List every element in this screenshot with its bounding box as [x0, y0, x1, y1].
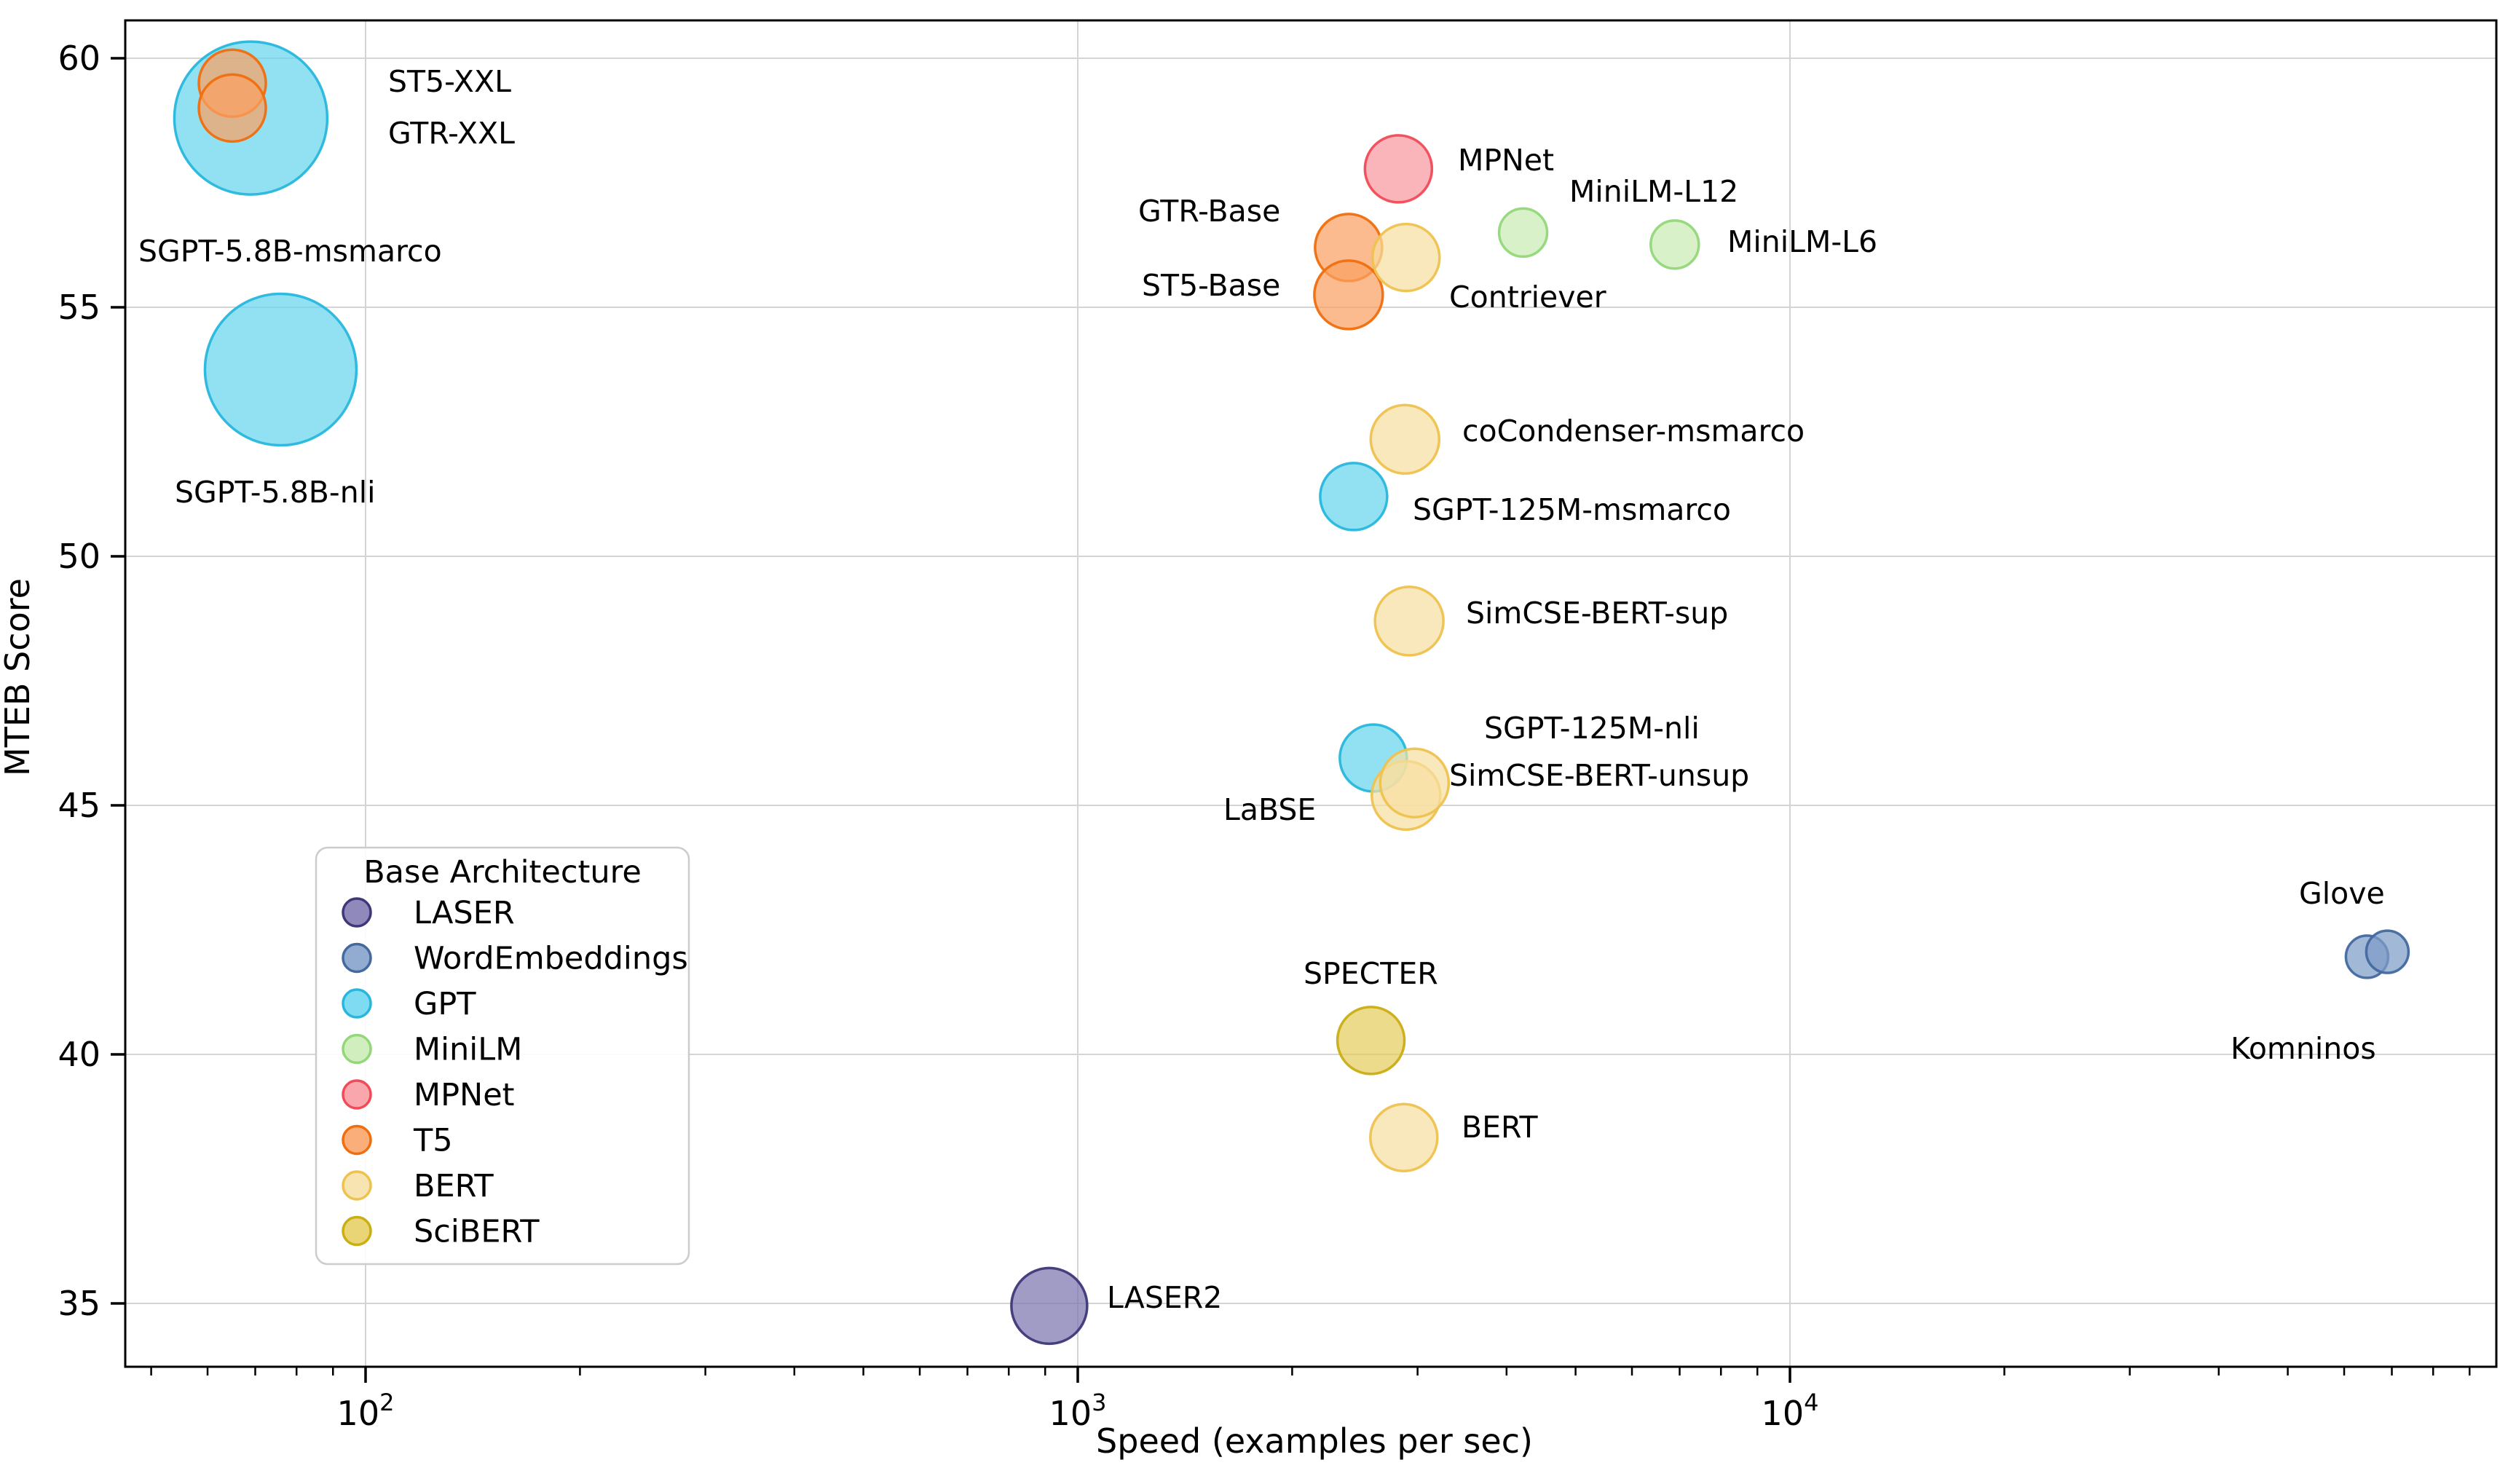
- legend-swatch-T5: [342, 1124, 372, 1156]
- legend-label-LASER: LASER: [414, 895, 515, 931]
- label-GTR-Base: GTR-Base: [1138, 194, 1280, 229]
- legend-label-WordEmbeddings: WordEmbeddings: [414, 941, 688, 977]
- legend-label-MiniLM: MiniLM: [414, 1032, 522, 1068]
- bubble-MiniLM-L12: [1497, 207, 1549, 258]
- x-axis-label: Speed (examples per sec): [1096, 1421, 1533, 1461]
- legend-swatch-LASER: [342, 897, 372, 928]
- label-MiniLM-L6: MiniLM-L6: [1727, 224, 1877, 259]
- bubble-LASER2: [1010, 1266, 1089, 1346]
- legend: Base Architecture LASER WordEmbeddings GPT M…: [315, 846, 690, 1266]
- x-tick-label: 102: [337, 1389, 395, 1433]
- bubble-SGPT-5.8B-nli: [203, 292, 358, 447]
- axis-label-layer: Speed (examples per sec) MTEB Score: [0, 578, 1533, 1461]
- label-Contriever: Contriever: [1449, 280, 1606, 315]
- bubble-ST5-Base: [1313, 259, 1384, 331]
- label-LASER2: LASER2: [1107, 1280, 1222, 1315]
- legend-label-SciBERT: SciBERT: [414, 1214, 540, 1250]
- label-SGPT-5.8B-nli: SGPT-5.8B-nli: [175, 475, 376, 510]
- bubble-BERT: [1369, 1102, 1439, 1172]
- y-tick-label: 60: [58, 39, 100, 78]
- legend-title: Base Architecture: [363, 854, 642, 891]
- label-ST5-XXL: ST5-XXL: [388, 64, 511, 99]
- legend-label-BERT: BERT: [414, 1168, 494, 1204]
- bubble-MiniLM-L6: [1649, 219, 1700, 270]
- y-tick-label: 55: [58, 288, 100, 327]
- y-tick-label: 50: [58, 537, 100, 576]
- legend-swatch-WordEmbeddings: [342, 942, 372, 974]
- legend-swatch-BERT: [342, 1170, 372, 1201]
- x-tick-label: 103: [1049, 1389, 1107, 1433]
- y-tick-label: 35: [58, 1284, 100, 1323]
- label-MiniLM-L12: MiniLM-L12: [1569, 174, 1738, 209]
- bubble-SimCSE-BERT-sup: [1373, 585, 1445, 657]
- label-Glove: Glove: [2299, 876, 2385, 911]
- y-tick-label: 45: [58, 786, 100, 825]
- bubble-SPECTER: [1336, 1006, 1406, 1075]
- label-SimCSE-BERT-unsup: SimCSE-BERT-unsup: [1449, 758, 1749, 793]
- label-BERT: BERT: [1462, 1110, 1539, 1145]
- legend-label-GPT: GPT: [414, 986, 476, 1022]
- x-tick-label: 104: [1762, 1389, 1819, 1433]
- plot-border: [124, 19, 2498, 1368]
- bubble-layer: [173, 40, 2410, 1346]
- legend-box: [315, 846, 690, 1266]
- bubble-Contriever: [1371, 222, 1441, 293]
- label-SimCSE-BERT-sup: SimCSE-BERT-sup: [1466, 596, 1728, 631]
- legend-swatch-SciBERT: [342, 1215, 372, 1247]
- label-ST5-Base: ST5-Base: [1142, 268, 1280, 303]
- label-Komninos: Komninos: [2231, 1031, 2376, 1066]
- label-SPECTER: SPECTER: [1304, 956, 1438, 991]
- label-SGPT-125M-nli: SGPT-125M-nli: [1484, 711, 1700, 746]
- legend-swatch-GPT: [342, 988, 372, 1019]
- label-coCondenser-msmarco: coCondenser-msmarco: [1462, 414, 1805, 449]
- bubble-SGPT-125M-msmarco: [1319, 462, 1389, 532]
- annotation-layer: SGPT-5.8B-msmarco SGPT-5.8B-nli ST5-XXL GTR…: [138, 64, 2385, 1315]
- bubble-MPNet: [1363, 134, 1434, 204]
- bubble-coCondenser-msmarco: [1369, 403, 1441, 475]
- y-tick-label: 40: [58, 1035, 100, 1074]
- tick-layer: 102 103 104 35 40 45 50 55 60: [58, 39, 2471, 1433]
- bubble-GTR-XXL: [197, 73, 267, 143]
- label-SGPT-5.8B-msmarco: SGPT-5.8B-msmarco: [138, 234, 442, 269]
- legend-label-MPNet: MPNet: [414, 1077, 515, 1113]
- label-LaBSE: LaBSE: [1223, 792, 1316, 827]
- legend-swatch-MPNet: [342, 1079, 372, 1110]
- legend-label-T5: T5: [413, 1123, 453, 1159]
- label-MPNet: MPNet: [1458, 143, 1554, 178]
- y-axis-label: MTEB Score: [0, 578, 37, 776]
- bubble-SimCSE-BERT-unsup: [1379, 747, 1451, 818]
- label-SGPT-125M-msmarco: SGPT-125M-msmarco: [1413, 492, 1731, 527]
- label-GTR-XXL: GTR-XXL: [388, 116, 515, 151]
- bubble-Komninos: [2365, 929, 2410, 974]
- plot-border-rect: [124, 19, 2498, 1368]
- legend-swatch-MiniLM: [342, 1033, 372, 1065]
